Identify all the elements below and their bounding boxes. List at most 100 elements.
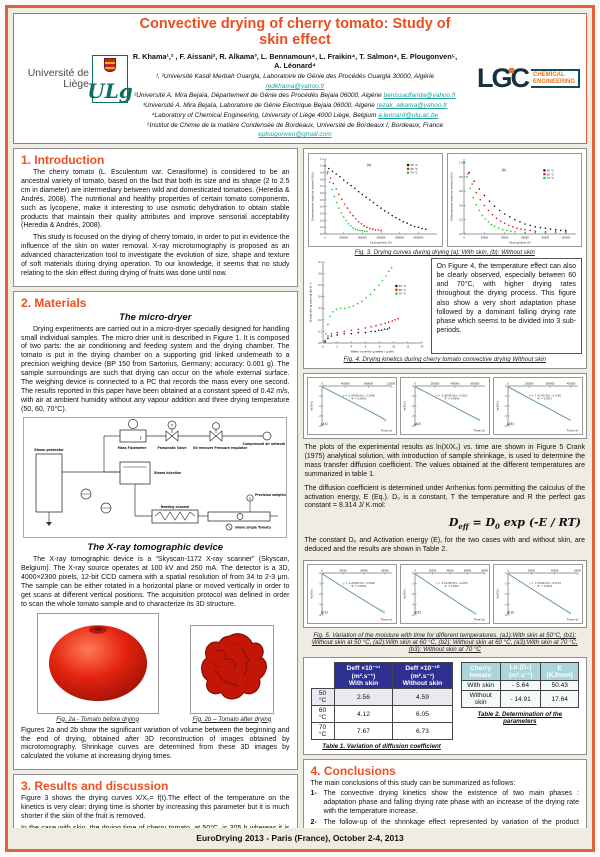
table-row: 60 °C 4.12 6.05: [310, 705, 453, 724]
svg-text:Drying time (S): Drying time (S): [370, 241, 391, 245]
svg-text:(b3): (b3): [507, 611, 514, 615]
pneumatic-valve-icon: [165, 430, 179, 443]
micro-dryer-diagram: P F: [23, 417, 298, 539]
table-row: With skin - 5.64 50.43: [460, 680, 579, 692]
xray-device-subheading: The X-ray tomographic device: [87, 542, 224, 554]
analysis-paragraph-3: The constant D₀ and Activation energy (E…: [304, 537, 586, 554]
svg-text:450000: 450000: [567, 383, 576, 386]
svg-text:0: 0: [321, 570, 323, 573]
svg-text:14: 14: [420, 346, 423, 349]
svg-text:-4: -4: [318, 614, 321, 617]
svg-text:20000: 20000: [429, 570, 437, 573]
svg-text:-3: -3: [505, 415, 508, 418]
svg-text:(a1): (a1): [321, 422, 328, 426]
fig5-b2-chart: 0 20000 40000 60000 80000 0 -1 -2 -3 -4 Time (s) ln…: [401, 566, 488, 623]
svg-text:0.5: 0.5: [318, 284, 322, 287]
svg-text:Time (s): Time (s): [472, 429, 484, 433]
svg-text:60 °C: 60 °C: [410, 167, 417, 171]
table2-caption: Table 2. Determination of the parameters: [477, 711, 563, 726]
heating-channel-icon: [151, 509, 199, 524]
fig5-b3-chart: 0 20000 40000 60000 0 -1 -2 -3 -4 Time (s) ln(X/X₀…: [495, 566, 581, 623]
svg-text:1200000: 1200000: [386, 383, 394, 386]
svg-text:4: 4: [350, 346, 352, 349]
xray-device-paragraph: The X-ray tomographic device is a “Skysc…: [21, 556, 290, 608]
svg-text:ln(X/X₀): ln(X/X₀): [495, 401, 499, 411]
svg-text:40000: 40000: [501, 237, 509, 240]
fig4-chart: 0 2 4 6 8 10 12 14 0.0 0.1 0.2 0.3 0.4 0.5 0.6 0.7 Water…: [307, 258, 426, 355]
tomato-sample-icon: [236, 513, 244, 521]
fig1-label: Heating channel: [161, 505, 190, 509]
arrhenius-equation-row: Deff = D0 exp (-E / RT): [303, 516, 581, 531]
ulg-shield-icon: [104, 57, 116, 72]
svg-text:0: 0: [463, 237, 465, 240]
svg-text:1.1: 1.1: [320, 158, 324, 161]
fig3-charts-row: 0 200000 400000 600000 800000 1000000 0.0 0.1 0.…: [307, 153, 582, 248]
affiliation-email-link[interactable]: benissadfarida@yahoo.fr: [383, 92, 456, 100]
svg-text:0.6: 0.6: [459, 190, 463, 193]
svg-text:-3: -3: [318, 604, 321, 607]
svg-text:60000: 60000: [360, 570, 368, 573]
svg-text:(b2): (b2): [414, 611, 421, 615]
affiliation-email-link[interactable]: rezak_alkama@yahoo.fr: [376, 102, 448, 110]
conclusions-heading: 4. Conclusions: [310, 764, 396, 779]
svg-text:(b): (b): [502, 168, 507, 172]
svg-text:800000: 800000: [395, 237, 404, 240]
svg-text:60 °C: 60 °C: [398, 288, 405, 292]
lgc-logo: LGC CHEMICAL ENGINEERING: [462, 65, 580, 92]
svg-text:60 °C: 60 °C: [547, 172, 554, 176]
svg-text:-3: -3: [411, 604, 414, 607]
introduction-paragraph-2: This study is focused on the drying of c…: [21, 234, 290, 277]
svg-text:0: 0: [412, 385, 414, 388]
svg-text:Time (s): Time (s): [379, 429, 391, 433]
content-columns: 1. Introduction The cherry tomato (L. Es…: [13, 148, 587, 828]
fig1-label: Compressed air network: [243, 442, 286, 446]
fig3-caption: Fig. 3. Drying curves during drying (a):…: [354, 249, 535, 257]
drying-channel-icon: [207, 511, 271, 522]
fig5-strip-b-panel: 0 30000 60000 90000 0 -1 -2 -3 -4 Time (s) ln(X/X₀…: [302, 560, 587, 629]
svg-text:-3: -3: [505, 604, 508, 607]
svg-text:0.2: 0.2: [320, 219, 324, 222]
tomato-before-svg: [48, 624, 147, 701]
fig2a-caption: Fig. 2a - Tomato before drying: [56, 715, 139, 723]
authors-line: R. Khama¹,² , F. Aissani², R. Alkama³, L…: [132, 51, 458, 70]
analysis-paragraph-2: The diffusion coefficient is determined …: [304, 484, 586, 510]
svg-text:0: 0: [414, 570, 416, 573]
conclusions-section: 4. Conclusions The main conclusions of t…: [302, 759, 587, 828]
svg-text:0.7: 0.7: [318, 261, 322, 264]
svg-text:100000: 100000: [561, 237, 570, 240]
fig1-label: Steam generator: [34, 448, 64, 452]
svg-text:ln(X/X₀): ln(X/X₀): [402, 401, 406, 411]
svg-text:60000: 60000: [464, 570, 472, 573]
table2-block: Cherry tomato Ln (D₀) (m².s⁻¹) E (KJ/mol…: [460, 662, 579, 726]
svg-text:(b1): (b1): [320, 611, 327, 615]
svg-text:1.0: 1.0: [320, 165, 324, 168]
svg-text:0.3: 0.3: [318, 307, 322, 310]
affiliation-email-link[interactable]: eplougonven@gmail.com: [258, 131, 332, 139]
fig3b-chart-frame: 0 20000 40000 60000 80000 100000 0.0 0.2 0.4 0.6 0…: [447, 153, 582, 248]
lgc-square-icon: [508, 68, 514, 74]
svg-text:400000: 400000: [340, 383, 349, 386]
poster-frame: Université de Liège ULg Convective dryin…: [5, 5, 595, 852]
affiliation-email-link[interactable]: redkhama@yahoo.fr: [265, 82, 325, 90]
fig3a-chart: 0 200000 400000 600000 800000 1000000 0.0 0.1 0.…: [309, 155, 441, 246]
svg-text:-2: -2: [318, 593, 321, 596]
left-column: 1. Introduction The cherry tomato (L. Es…: [13, 148, 298, 828]
svg-text:0.9: 0.9: [320, 172, 324, 175]
svg-text:-2: -2: [505, 405, 508, 408]
fig2-discussion-paragraph: Figures 2a and 2b show the significant v…: [21, 726, 290, 761]
affiliation-line: ¹, ²Université Kasdi Merbah Ouargla, Lab…: [155, 72, 435, 90]
ulg-university-name: Université de Liège: [27, 66, 89, 90]
fig4-caption: Fig. 4. Drying kinetics during cherry to…: [343, 356, 547, 364]
fig3-fig4-panel: 0 200000 400000 600000 800000 1000000 0.0 0.1 0.…: [302, 148, 587, 370]
affiliation-email-link[interactable]: a.leonard@ulg.ac.be: [378, 111, 439, 119]
svg-text:1000000: 1000000: [413, 237, 424, 240]
svg-text:-2: -2: [411, 593, 414, 596]
svg-text:0.0: 0.0: [459, 233, 463, 236]
materials-section: 2. Materials The micro-dryer Drying expe…: [13, 290, 298, 771]
svg-text:60000: 60000: [574, 570, 581, 573]
svg-text:600000: 600000: [470, 383, 479, 386]
table-row: 50 °C 2.56 4.59: [310, 688, 453, 707]
tomato-before-image: [36, 612, 159, 714]
